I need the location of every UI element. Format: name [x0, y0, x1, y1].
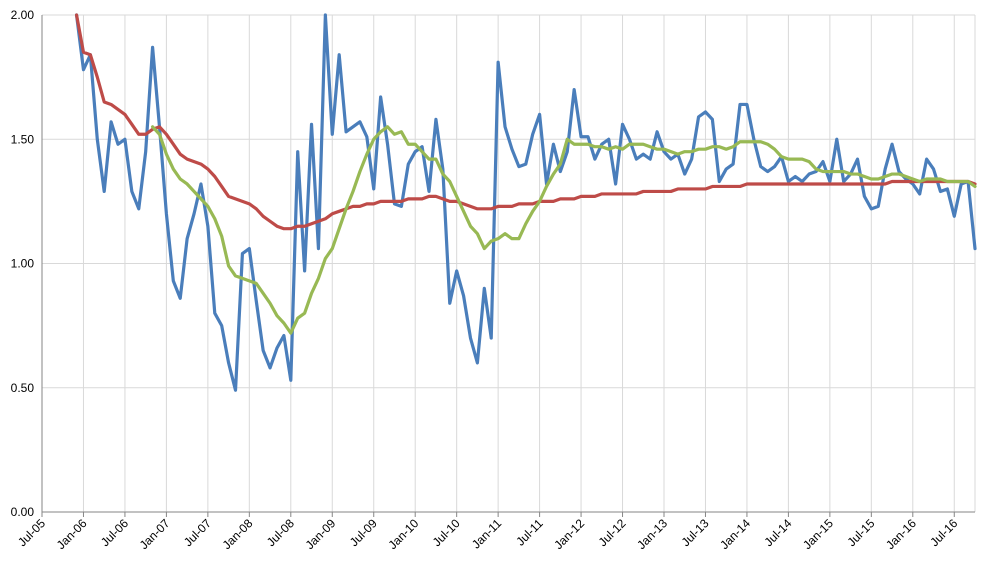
y-tick-label: 0.50: [11, 381, 35, 395]
x-tick-label: Jul-15: [844, 516, 877, 549]
series-line: [150, 125, 977, 335]
y-tick-label: 0.00: [11, 505, 35, 519]
x-tick-label: Jul-11: [513, 516, 546, 549]
x-tick-label: Jan-08: [220, 516, 256, 552]
x-tick-label: Jan-06: [54, 516, 90, 552]
x-tick-label: Jul-16: [927, 516, 960, 549]
x-tick-label: Jul-05: [15, 516, 48, 549]
x-tick-label: Jan-14: [717, 516, 753, 552]
y-tick-label: 1.50: [11, 132, 35, 146]
x-tick-label: Jan-15: [800, 516, 836, 552]
x-tick-label: Jul-10: [430, 516, 463, 549]
x-tick-label: Jan-07: [137, 516, 173, 552]
y-tick-label: 1.00: [11, 257, 35, 271]
x-tick-label: Jul-06: [98, 516, 131, 549]
x-tick-label: Jan-11: [469, 516, 504, 551]
x-tick-label: Jul-07: [181, 516, 214, 549]
x-tick-label: Jan-16: [883, 516, 919, 552]
x-tick-label: Jan-13: [634, 516, 670, 552]
x-tick-label: Jul-14: [762, 516, 795, 549]
x-tick-label: Jul-12: [596, 516, 629, 549]
y-tick-label: 2.00: [11, 8, 35, 22]
series-line: [74, 13, 977, 231]
x-tick-label: Jan-09: [303, 516, 339, 552]
series-line: [74, 13, 977, 392]
x-tick-label: Jan-10: [385, 516, 421, 552]
x-tick-label: Jul-13: [679, 516, 712, 549]
x-tick-label: Jan-12: [551, 516, 587, 552]
x-tick-label: Jul-08: [264, 516, 297, 549]
x-tick-label: Jul-09: [347, 516, 380, 549]
